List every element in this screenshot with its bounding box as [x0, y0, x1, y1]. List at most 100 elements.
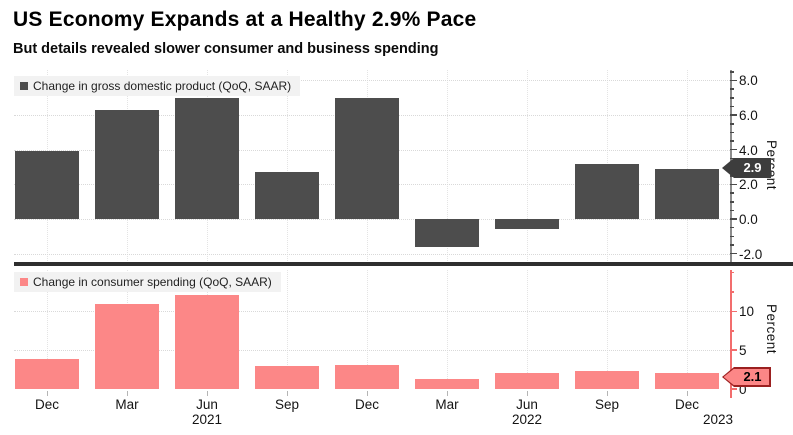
gdp-vgridline	[687, 70, 688, 263]
gdp-y-minor-tick	[730, 71, 734, 73]
gdp-y-minor-tick	[730, 123, 734, 125]
consumer_spending-bar-5	[415, 378, 479, 389]
x-tick-label-8: Dec	[674, 397, 699, 412]
x-tick-2	[207, 391, 208, 396]
x-tick-8	[687, 391, 688, 396]
gdp-y-tick-label: -2.0	[739, 246, 763, 262]
consumer_spending-vgridline	[527, 270, 528, 389]
gdp-gridline	[14, 253, 730, 255]
gdp-y-minor-tick	[730, 88, 734, 90]
consumer_spending-y-tick-label: 10	[739, 304, 755, 320]
consumer_spending-bar-6	[495, 373, 559, 389]
gdp-y-tick-label: 2.0	[739, 177, 758, 193]
gdp-y-minor-tick	[730, 226, 734, 229]
gdp-vgridline	[447, 70, 448, 263]
consumer_spending-y-tick	[730, 310, 737, 312]
x-tick-label-0: Dec	[34, 397, 59, 412]
x-tick-0	[47, 391, 48, 396]
gdp-y-minor-tick	[730, 105, 734, 108]
x-tick-label-4: Dec	[354, 397, 379, 412]
gdp-callout-tag-icon	[722, 158, 771, 178]
consumer_spending-vgridline	[607, 270, 608, 389]
consumer_spending-vgridline	[447, 270, 448, 389]
panel-divider	[14, 262, 793, 266]
chart-title: US Economy Expands at a Healthy 2.9% Pac…	[13, 8, 477, 31]
x-tick-label-6: Jun	[516, 397, 538, 412]
consumer_spending-y-tick	[730, 349, 737, 351]
consumer_spending-y-minor-tick	[730, 330, 734, 332]
chart-subtitle: But details revealed slower consumer and…	[13, 41, 439, 57]
gdp-y-minor-tick	[730, 209, 734, 212]
x-year-label-2023: 2023	[703, 412, 734, 427]
gdp-y-minor-tick	[730, 235, 734, 238]
gdp-y-minor-tick	[730, 97, 734, 99]
gdp-bar-5	[415, 218, 479, 247]
gdp-y-minor-tick	[730, 157, 734, 160]
gdp-y-minor-tick	[730, 140, 734, 142]
gdp-bar-6	[495, 218, 559, 230]
gdp-bar-2	[175, 97, 239, 219]
gdp-bar-4	[335, 97, 399, 219]
consumer_spending-gridline	[14, 350, 730, 352]
gdp-y-minor-tick	[730, 244, 734, 246]
gdp-bar-1	[95, 109, 159, 219]
spending-yaxis-title: Percent	[764, 304, 779, 355]
gdp-y-tick	[730, 114, 737, 116]
gdp-bar-3	[255, 172, 319, 219]
gdp-bar-8	[655, 168, 719, 219]
x-tick-1	[127, 391, 128, 396]
consumer_spending-y-tick-label: 0	[739, 382, 747, 397]
x-tick-3	[287, 391, 288, 396]
x-tick-6	[527, 391, 528, 396]
gdp-y-tick-label: 0.0	[739, 211, 758, 227]
consumer_spending-bar-1	[95, 304, 159, 389]
x-tick-5	[447, 391, 448, 396]
gdp-gridline	[14, 218, 730, 220]
gdp-y-tick-label: 4.0	[739, 142, 758, 158]
gdp-callout-value: 2.9	[743, 160, 762, 175]
x-year-label-2021: 2021	[191, 412, 223, 427]
consumer_spending-vgridline	[367, 270, 368, 389]
x-tick-label-3: Sep	[274, 397, 300, 412]
x-tick-label-1: Mar	[115, 397, 139, 412]
consumer_spending-gridline	[14, 311, 730, 313]
consumer_spending-vgridline	[287, 270, 288, 389]
gdp-y-tick-label: 8.0	[739, 73, 758, 89]
gdp-y-tick	[730, 79, 737, 82]
gdp-vgridline	[287, 70, 288, 263]
gdp-callout-badge: 2.9	[722, 158, 771, 178]
gdp-y-minor-tick	[730, 201, 734, 203]
spending-callout-value: 2.1	[743, 369, 762, 384]
x-tick-label-5: Mar	[435, 397, 459, 412]
consumer_spending-bar-4	[335, 364, 399, 389]
consumer-spending-legend: Change in consumer spending (QoQ, SAAR)	[14, 272, 281, 292]
gdp-y-tick	[730, 148, 737, 151]
gdp-legend: Change in gross domestic product (QoQ, S…	[14, 76, 301, 96]
gdp-y-tick	[730, 218, 737, 220]
gdp-y-tick	[730, 183, 737, 185]
gdp-bar-7	[575, 163, 639, 219]
consumer_spending-y-axis	[730, 270, 732, 398]
consumer_spending-y-tick	[730, 388, 737, 390]
x-tick-4	[367, 391, 368, 396]
consumer_spending-bar-2	[175, 294, 239, 389]
consumer_spending-bar-3	[255, 365, 319, 389]
consumer_spending-vgridline	[47, 270, 48, 389]
consumer_spending-y-minor-tick	[730, 291, 734, 293]
x-tick-label-7: Sep	[594, 397, 620, 412]
consumer_spending-bar-8	[655, 372, 719, 389]
consumer_spending-bar-7	[575, 371, 639, 389]
x-tick-7	[607, 391, 608, 396]
gdp-y-minor-tick	[730, 131, 734, 134]
gdp-y-minor-tick	[730, 192, 734, 194]
consumer_spending-y-minor-tick	[730, 271, 734, 274]
consumer_spending-y-tick-label: 5	[739, 343, 747, 359]
spending-callout-badge: 2.1	[722, 367, 771, 387]
spending-callout-tag-fill	[723, 368, 770, 386]
consumer_spending-bar-0	[15, 358, 79, 389]
x-tick-label-2: Jun	[196, 397, 218, 412]
gdp-legend-label: Change in gross domestic product (QoQ, S…	[33, 79, 292, 93]
gdp-gridline	[14, 80, 730, 82]
gdp-y-tick	[730, 252, 737, 255]
consumer_spending-vgridline	[687, 270, 688, 389]
